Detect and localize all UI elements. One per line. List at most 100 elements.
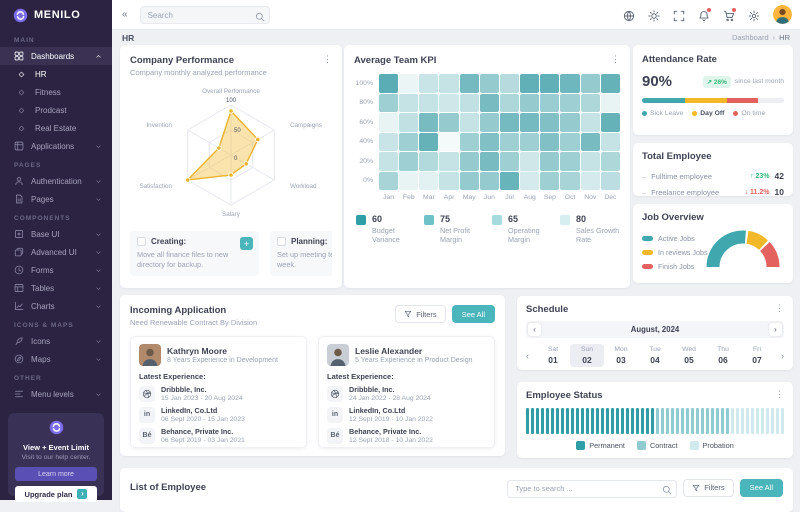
upgrade-plan-button[interactable]: Upgrade plan › bbox=[15, 486, 97, 502]
legend-square-icon bbox=[356, 215, 366, 225]
sidebar-item-tables[interactable]: Tables bbox=[0, 279, 112, 297]
day-cell-wed[interactable]: Wed 05 bbox=[672, 344, 706, 367]
applicant-name: Kathryn Moore bbox=[167, 346, 227, 356]
add-task-button[interactable]: + bbox=[240, 237, 253, 250]
applicant-card[interactable]: Kathryn Moore 8 Years Experience in Devel… bbox=[130, 336, 307, 448]
heatmap-cell bbox=[399, 152, 419, 171]
filter-icon bbox=[404, 310, 412, 317]
heatmap-cell bbox=[399, 132, 419, 151]
chevron-down-icon bbox=[96, 250, 101, 254]
heatmap-x-label: May bbox=[462, 194, 476, 201]
total-row-value: 10 bbox=[774, 187, 784, 197]
language-icon[interactable] bbox=[623, 9, 635, 21]
cart-icon[interactable] bbox=[723, 7, 736, 21]
sidebar-item-charts[interactable]: Charts bbox=[0, 297, 112, 315]
kebab-menu-icon[interactable]: ⋮ bbox=[611, 54, 620, 64]
sidebar-item-label: Prodcast bbox=[35, 105, 67, 115]
heatmap-cell bbox=[540, 113, 560, 132]
breadcrumb-row: HR Dashboard › HR bbox=[112, 30, 800, 45]
day-number: 06 bbox=[718, 355, 728, 365]
sidebar-collapse-icon[interactable]: « bbox=[122, 9, 128, 20]
status-stripe bbox=[596, 408, 599, 434]
heatmap-cell bbox=[459, 132, 479, 151]
sidebar-item-pages[interactable]: Pages bbox=[0, 190, 112, 208]
task-card[interactable]: Planning: Set up meeting team for next we… bbox=[270, 231, 332, 276]
day-cell-sun[interactable]: Sun 02 bbox=[570, 344, 604, 367]
sidebar-item-dashboards[interactable]: Dashboards bbox=[0, 47, 112, 65]
filters-button[interactable]: Filters bbox=[395, 305, 446, 323]
sidebar-item-authentication[interactable]: Authentication bbox=[0, 172, 112, 190]
see-all-button[interactable]: See All bbox=[739, 478, 783, 497]
sidebar-item-forms[interactable]: Forms bbox=[0, 261, 112, 279]
day-number: 02 bbox=[582, 355, 592, 365]
task-checkbox[interactable] bbox=[137, 237, 146, 246]
sidebar-item-menu-levels[interactable]: Menu levels bbox=[0, 385, 112, 403]
kebab-menu-icon[interactable]: ⋮ bbox=[775, 389, 784, 399]
heatmap-y-label: 40% bbox=[359, 138, 373, 146]
job-overview-gauge-chart bbox=[700, 224, 786, 275]
total-employee-row: – Fulltime employee ↑ 23% 42 bbox=[642, 168, 784, 184]
next-days-icon[interactable]: › bbox=[781, 350, 784, 361]
employee-search-input[interactable] bbox=[507, 479, 678, 498]
next-month-button[interactable]: › bbox=[769, 323, 782, 336]
chevron-down-icon bbox=[96, 286, 101, 290]
user-avatar[interactable] bbox=[773, 5, 792, 24]
sidebar-item-icons[interactable]: Icons bbox=[0, 332, 112, 350]
sidebar-item-label: Pages bbox=[31, 194, 54, 204]
fullscreen-icon[interactable] bbox=[673, 9, 685, 21]
svg-text:0: 0 bbox=[234, 156, 238, 162]
brand-logo[interactable]: MENILO bbox=[0, 0, 112, 30]
day-cell-sat[interactable]: Sat 01 bbox=[536, 344, 570, 367]
applicant-card[interactable]: Leslie Alexander 5 Years Experience in Pr… bbox=[318, 336, 495, 448]
experience-dates: 12 Sept 2018 - 10 Jan 2022 bbox=[349, 437, 433, 444]
heatmap-cell bbox=[499, 152, 520, 171]
heatmap-row: 0% bbox=[354, 171, 620, 190]
kpi-stat-value: 75 bbox=[440, 214, 451, 224]
legend-label: Permanent bbox=[589, 441, 625, 450]
day-cell-tue[interactable]: Tue 04 bbox=[638, 344, 672, 367]
heatmap-cell bbox=[479, 93, 499, 112]
sidebar-item-maps[interactable]: Maps bbox=[0, 350, 112, 368]
filters-label: Filters bbox=[704, 483, 725, 493]
sidebar-item-applications[interactable]: Applications bbox=[0, 137, 112, 155]
sidebar-item-real-estate[interactable]: Real Estate bbox=[0, 119, 112, 137]
day-cell-fri[interactable]: Fri 07 bbox=[740, 344, 774, 367]
notification-dot bbox=[732, 7, 736, 12]
filters-button[interactable]: Filters bbox=[683, 478, 734, 497]
status-stripe bbox=[631, 408, 634, 434]
kebab-menu-icon[interactable]: ⋮ bbox=[775, 303, 784, 313]
theme-sun-icon[interactable] bbox=[648, 9, 660, 22]
prev-month-button[interactable]: ‹ bbox=[528, 323, 541, 336]
sidebar-item-fitness[interactable]: Fitness bbox=[0, 83, 112, 101]
kebab-menu-icon[interactable]: ⋮ bbox=[323, 54, 332, 64]
day-cell-thu[interactable]: Thu 06 bbox=[706, 344, 740, 367]
sidebar-item-base-ui[interactable]: Base UI bbox=[0, 225, 112, 243]
notifications-bell-icon[interactable] bbox=[698, 7, 711, 21]
task-card[interactable]: Creating: + Move all finance files to new … bbox=[130, 231, 259, 276]
sidebar-item-label: Fitness bbox=[35, 87, 61, 97]
day-cell-mon[interactable]: Mon 03 bbox=[604, 344, 638, 367]
sidebar-item-prodcast[interactable]: Prodcast bbox=[0, 101, 112, 119]
card-title: Attendance Rate bbox=[642, 54, 717, 65]
sidebar-section-title: ICONS & MAPS bbox=[14, 322, 74, 329]
kpi-stat-label: Operating Margin bbox=[508, 226, 540, 245]
sidebar-item-advanced-ui[interactable]: Advanced UI bbox=[0, 243, 112, 261]
sidebar-item-label: Advanced UI bbox=[31, 247, 77, 257]
heatmap-cell bbox=[379, 152, 399, 171]
settings-gear-icon[interactable] bbox=[748, 9, 760, 21]
employee-search bbox=[507, 478, 678, 498]
see-all-button[interactable]: See All bbox=[451, 305, 495, 323]
arrow-right-icon: › bbox=[77, 489, 88, 499]
search-input[interactable] bbox=[139, 6, 270, 25]
sidebar-item-hr[interactable]: HR bbox=[0, 65, 112, 83]
heatmap-cell bbox=[560, 93, 580, 112]
task-checkbox[interactable] bbox=[277, 237, 286, 246]
language-icon bbox=[623, 10, 635, 21]
heatmap-cell bbox=[560, 74, 580, 93]
learn-more-button[interactable]: Learn more bbox=[15, 467, 97, 481]
breadcrumb-dashboard[interactable]: Dashboard bbox=[731, 33, 769, 42]
prev-days-icon[interactable]: ‹ bbox=[526, 350, 529, 361]
legend-square-icon bbox=[689, 441, 699, 450]
linkedin-icon: in bbox=[327, 406, 343, 423]
heatmap-cell bbox=[520, 152, 540, 171]
